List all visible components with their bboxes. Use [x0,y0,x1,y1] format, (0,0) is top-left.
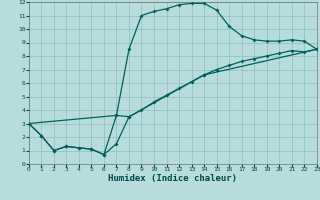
X-axis label: Humidex (Indice chaleur): Humidex (Indice chaleur) [108,174,237,183]
